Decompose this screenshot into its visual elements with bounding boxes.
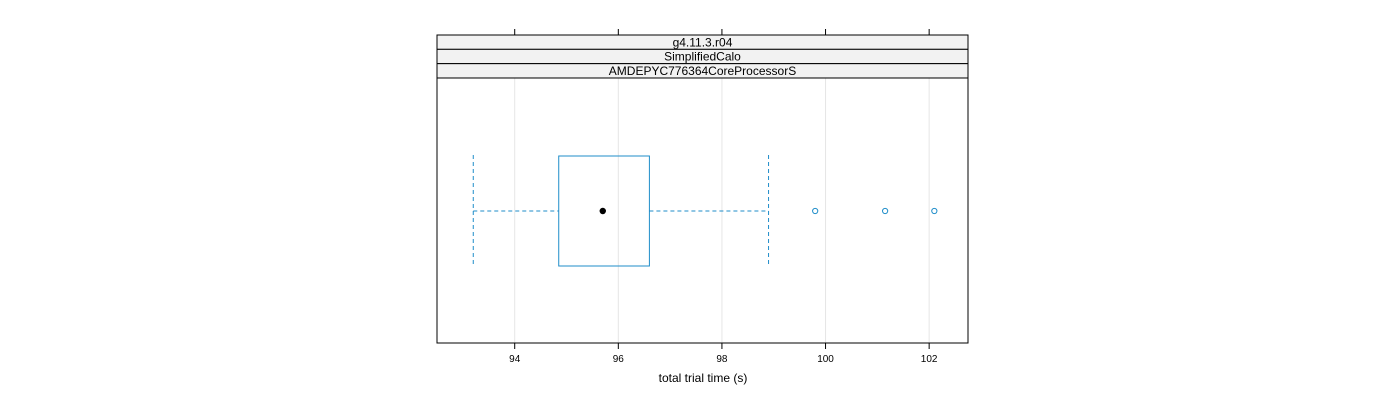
outlier-point [812,207,819,215]
strip-label: g4.11.3.r04 [673,35,733,49]
median-dot [599,207,606,215]
outlier-point [882,207,889,215]
x-tick-label: 98 [716,354,728,365]
strip-headers: g4.11.3.r04SimplifiedCaloAMDEPYC776364Co… [436,34,969,79]
x-axis-title: total trial time (s) [659,371,748,385]
x-tick-label: 102 [921,354,938,365]
strip-label: SimplifiedCalo [664,50,741,64]
box-and-whisker [472,155,938,267]
x-tick-label: 100 [817,354,834,365]
x-tick-label: 96 [613,354,625,365]
outlier-point [931,207,938,215]
strip-label: AMDEPYC776364CoreProcessorS [609,64,796,78]
x-tick-label: 94 [509,354,521,365]
box-iqr [558,155,650,267]
panel-frame [436,77,969,344]
x-axis: 94 96 98 100 102 [509,29,938,365]
